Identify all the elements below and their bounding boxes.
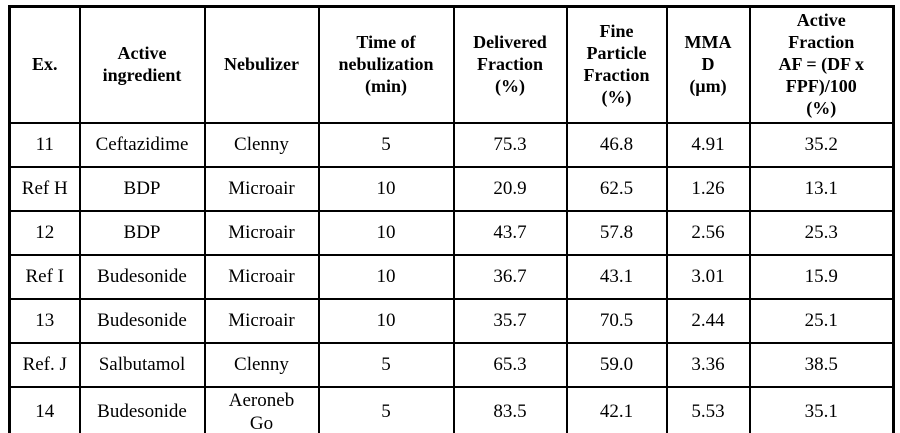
table-cell-ex: Ref. J [8, 342, 81, 388]
table-cell-active-fraction: 38.5 [748, 342, 895, 388]
table-cell-mmad: 3.01 [665, 254, 751, 300]
column-header-mmad: MMA D (µm) [665, 5, 751, 124]
table-cell-nebulizer: Clenny [203, 342, 320, 388]
table-cell-active-ingredient: BDP [78, 166, 206, 212]
table-cell-active-fraction: 13.1 [748, 166, 895, 212]
table-cell-mmad: 1.26 [665, 166, 751, 212]
table-cell-active-ingredient: Budesonide [78, 254, 206, 300]
table-row: 12 BDP Microair 10 43.7 57.8 2.56 25.3 [8, 210, 895, 256]
table-cell-fine-particle-fraction: 59.0 [565, 342, 668, 388]
column-header-active-ingredient: Active ingredient [78, 5, 206, 124]
table-row: Ref H BDP Microair 10 20.9 62.5 1.26 13.… [8, 166, 895, 212]
column-header-nebulizer: Nebulizer [203, 5, 320, 124]
table-cell-delivered-fraction: 43.7 [452, 210, 568, 256]
table-cell-time: 5 [317, 385, 455, 433]
table-row: Ref. J Salbutamol Clenny 5 65.3 59.0 3.3… [8, 342, 895, 388]
column-header-time-of-nebulization: Time of nebulization (min) [317, 5, 455, 124]
table-cell-fine-particle-fraction: 43.1 [565, 254, 668, 300]
table-cell-delivered-fraction: 35.7 [452, 298, 568, 344]
table-cell-nebulizer: Microair [203, 166, 320, 212]
table-cell-nebulizer: Clenny [203, 122, 320, 168]
table-cell-ex: 14 [8, 385, 81, 433]
table-cell-nebulizer: Aeroneb Go [203, 385, 320, 433]
column-header-delivered-fraction: Delivered Fraction (%) [452, 5, 568, 124]
table-cell-active-ingredient: Salbutamol [78, 342, 206, 388]
table-cell-mmad: 5.53 [665, 385, 751, 433]
table-cell-ex: 11 [8, 122, 81, 168]
table-cell-nebulizer: Microair [203, 298, 320, 344]
table-cell-ex: 13 [8, 298, 81, 344]
table-cell-active-fraction: 25.1 [748, 298, 895, 344]
table-cell-time: 10 [317, 254, 455, 300]
table-cell-active-ingredient: Budesonide [78, 385, 206, 433]
table-cell-nebulizer: Microair [203, 254, 320, 300]
table-cell-fine-particle-fraction: 57.8 [565, 210, 668, 256]
table-cell-fine-particle-fraction: 62.5 [565, 166, 668, 212]
column-header-ex: Ex. [8, 5, 81, 124]
table-cell-time: 5 [317, 122, 455, 168]
table-cell-time: 10 [317, 210, 455, 256]
table-cell-active-ingredient: Ceftazidime [78, 122, 206, 168]
header-row: Ex. Active ingredient Nebulizer Time of … [8, 5, 895, 124]
table-cell-active-fraction: 35.1 [748, 385, 895, 433]
table-cell-delivered-fraction: 83.5 [452, 385, 568, 433]
table-cell-delivered-fraction: 75.3 [452, 122, 568, 168]
table-cell-mmad: 4.91 [665, 122, 751, 168]
nebulization-results-table: Ex. Active ingredient Nebulizer Time of … [8, 5, 895, 433]
table-cell-time: 10 [317, 166, 455, 212]
table-cell-active-ingredient: BDP [78, 210, 206, 256]
table-cell-active-fraction: 35.2 [748, 122, 895, 168]
table-cell-delivered-fraction: 20.9 [452, 166, 568, 212]
table-cell-mmad: 2.56 [665, 210, 751, 256]
table-cell-mmad: 3.36 [665, 342, 751, 388]
table-cell-active-fraction: 25.3 [748, 210, 895, 256]
table-cell-ex: Ref I [8, 254, 81, 300]
table-cell-fine-particle-fraction: 42.1 [565, 385, 668, 433]
table-cell-time: 10 [317, 298, 455, 344]
table-cell-active-fraction: 15.9 [748, 254, 895, 300]
table-cell-mmad: 2.44 [665, 298, 751, 344]
column-header-fine-particle-fraction: Fine Particle Fraction (%) [565, 5, 668, 124]
table-cell-time: 5 [317, 342, 455, 388]
table-cell-active-ingredient: Budesonide [78, 298, 206, 344]
table-cell-ex: 12 [8, 210, 81, 256]
table-row: Ref I Budesonide Microair 10 36.7 43.1 3… [8, 254, 895, 300]
table-cell-delivered-fraction: 65.3 [452, 342, 568, 388]
table-row: 14 Budesonide Aeroneb Go 5 83.5 42.1 5.5… [8, 385, 895, 433]
table-row: 11 Ceftazidime Clenny 5 75.3 46.8 4.91 3… [8, 122, 895, 168]
table-cell-ex: Ref H [8, 166, 81, 212]
column-header-active-fraction: Active Fraction AF = (DF x FPF)/100 (%) [748, 5, 895, 124]
table-cell-delivered-fraction: 36.7 [452, 254, 568, 300]
table-cell-fine-particle-fraction: 46.8 [565, 122, 668, 168]
table-row: 13 Budesonide Microair 10 35.7 70.5 2.44… [8, 298, 895, 344]
table-cell-nebulizer: Microair [203, 210, 320, 256]
table-cell-fine-particle-fraction: 70.5 [565, 298, 668, 344]
